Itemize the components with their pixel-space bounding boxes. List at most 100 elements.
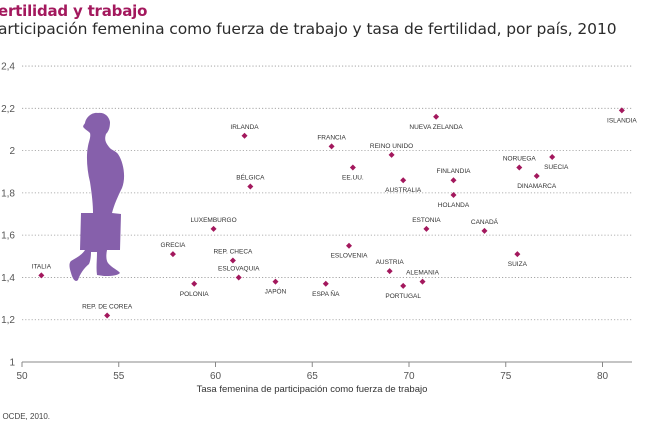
data-point-group: FINLANDIA: [437, 168, 472, 184]
data-point: [419, 278, 426, 285]
x-tick-label: 75: [500, 371, 512, 382]
y-tick-label: 1: [9, 358, 15, 369]
data-point: [400, 282, 407, 289]
data-point: [328, 143, 335, 150]
x-tick-label: 55: [113, 371, 125, 382]
data-point-group: BÉLGICA: [236, 173, 265, 190]
grid-lines: [22, 65, 632, 321]
data-point: [450, 177, 457, 184]
data-points: ITALIA REP. DE COREA GRECIA POLONIA LUXEMBUR…: [32, 107, 637, 319]
y-tick-label: 1,6: [1, 231, 15, 242]
data-point: [241, 132, 248, 139]
data-point: [349, 164, 356, 171]
pregnant-woman-silhouette: [69, 112, 125, 281]
data-point-label: REP. CHECA: [213, 249, 253, 256]
data-point-group: NORUEGA: [503, 156, 537, 171]
data-point-label: CANADÁ: [471, 217, 499, 226]
data-point: [247, 183, 254, 190]
x-axis-title: Tasa femenina de participación como fuer…: [197, 384, 428, 395]
data-point-label: FRANCIA: [317, 134, 346, 141]
y-tick-label: 2: [9, 146, 15, 157]
data-point-label: ESLOVAQUIA: [218, 265, 260, 272]
data-point-group: REINO UNIDO: [370, 143, 413, 158]
data-point-group: DINAMARCA: [517, 172, 557, 190]
data-point-group: REP. CHECA: [213, 249, 253, 264]
chart-title: ertilidad y trabajo: [0, 2, 148, 20]
data-point: [481, 227, 488, 234]
x-tick-label: 60: [210, 371, 222, 382]
data-point-group: ITALIA: [32, 263, 52, 279]
data-point: [400, 177, 407, 184]
x-axis-tick-labels: 50 55 60 65 70 75 80: [16, 371, 608, 382]
data-point-group: ESPA ÑA: [312, 280, 340, 298]
data-point: [322, 280, 329, 287]
x-tick-label: 70: [403, 371, 415, 382]
data-point-group: AUSTRIA: [376, 259, 405, 275]
data-point-label: ESLOVENIA: [331, 253, 369, 260]
data-point: [272, 278, 279, 285]
data-point: [169, 251, 176, 258]
y-tick-label: 2,4: [1, 62, 15, 73]
data-point-group: ALEMANIA: [406, 270, 440, 285]
data-point-label: POLONIA: [180, 291, 210, 298]
y-tick-label: 1,2: [1, 315, 15, 326]
data-point-label: EE.UU.: [342, 175, 364, 182]
x-tick-label: 50: [16, 371, 28, 382]
data-point-group: CANADÁ: [471, 217, 499, 234]
data-point-label: HOLANDA: [438, 202, 470, 209]
data-point-group: POLONIA: [180, 280, 210, 298]
data-point-group: LUXEMBURGO: [190, 217, 237, 232]
data-point-label: DINAMARCA: [517, 183, 557, 190]
chart-subtitle: articipación femenina como fuerza de tra…: [0, 20, 617, 38]
data-point-group: FRANCIA: [317, 134, 347, 150]
data-point: [549, 153, 556, 160]
data-point-label: REINO UNIDO: [370, 143, 413, 150]
data-point-label: PORTUGAL: [385, 293, 421, 300]
data-point-group: AUSTRALIA: [385, 177, 422, 194]
data-point-label: BÉLGICA: [236, 173, 265, 182]
data-point: [229, 257, 236, 264]
data-point-label: AUSTRALIA: [385, 187, 422, 194]
data-point: [514, 251, 521, 258]
data-point-group: ESLOVENIA: [331, 242, 369, 260]
data-point: [191, 280, 198, 287]
data-point-label: SUIZA: [508, 261, 528, 268]
source-note: : OCDE, 2010.: [0, 412, 51, 421]
data-point-group: ESLOVAQUIA: [218, 265, 260, 281]
data-point-group: HOLANDA: [438, 191, 470, 209]
data-point-label: ESPA ÑA: [312, 289, 340, 298]
data-point-group: SUECIA: [544, 153, 569, 171]
data-point-label: AUSTRIA: [376, 259, 405, 266]
x-tick-label: 65: [307, 371, 319, 382]
data-point-group: SUIZA: [508, 251, 528, 268]
data-point-label: REP. DE COREA: [82, 303, 133, 310]
data-point-label: GRECIA: [160, 242, 186, 249]
y-axis-tick-labels: 1 1,2 1,4 1,6 1,8 2 2,2 2,4: [1, 62, 15, 369]
y-tick-label: 1,8: [1, 188, 15, 199]
data-point: [533, 172, 540, 179]
data-point-group: PORTUGAL: [385, 282, 421, 300]
x-axis: [21, 361, 632, 367]
data-point-label: FINLANDIA: [437, 168, 472, 175]
data-point: [388, 151, 395, 158]
data-point: [210, 225, 217, 232]
data-point: [346, 242, 353, 249]
data-point: [450, 191, 457, 198]
data-point: [516, 164, 523, 171]
data-point: [386, 268, 393, 275]
data-point-group: IRLANDA: [230, 124, 259, 139]
data-point-label: JAPÓN: [265, 287, 287, 296]
data-point: [104, 312, 111, 319]
data-point-label: ISLANDIA: [607, 117, 637, 124]
data-point: [618, 107, 625, 114]
data-point: [423, 225, 430, 232]
pregnant-woman-icon: [69, 112, 125, 281]
data-point-label: NORUEGA: [503, 156, 537, 163]
data-point-label: NUEVA ZELANDA: [409, 124, 463, 131]
data-point-group: NUEVA ZELANDA: [409, 113, 463, 131]
data-point-group: ESTONIA: [412, 217, 441, 232]
data-point-group: GRECIA: [160, 242, 186, 258]
data-point-label: ITALIA: [32, 263, 52, 270]
y-tick-label: 1,4: [1, 273, 15, 284]
